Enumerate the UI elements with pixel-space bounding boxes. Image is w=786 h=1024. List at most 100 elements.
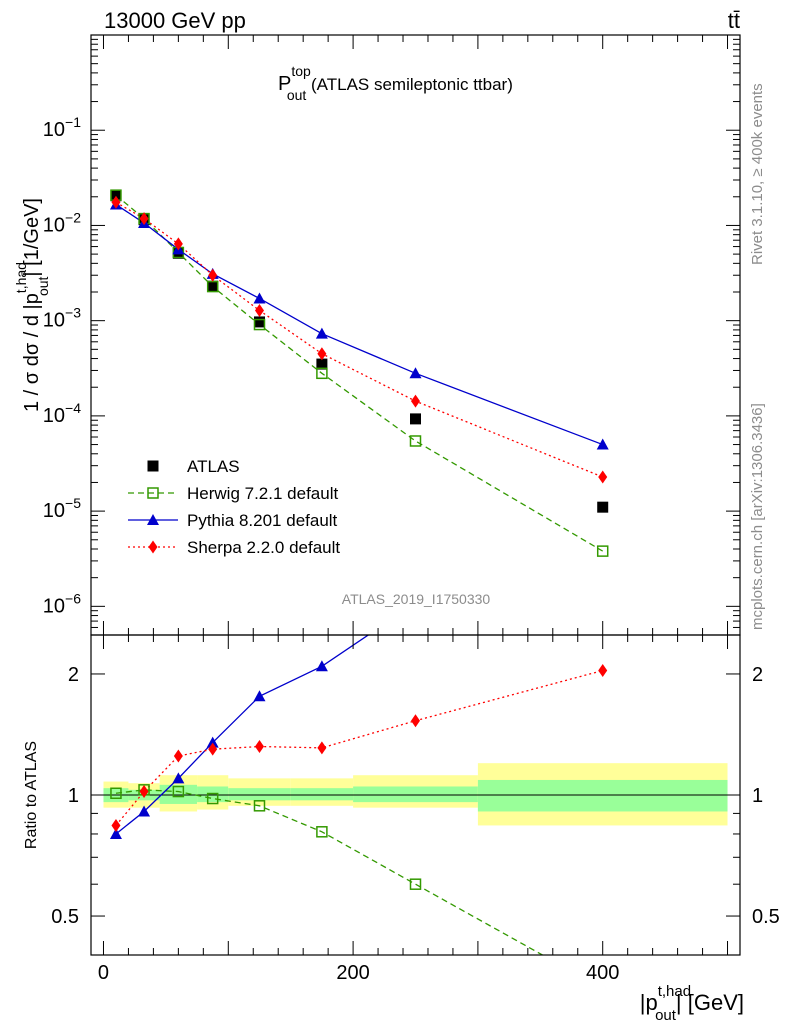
ratio-point-sherpa-7 bbox=[598, 664, 608, 678]
ratio-point-herwig-2 bbox=[172, 785, 185, 798]
legend-marker-atlas bbox=[147, 460, 159, 472]
ratio-point-herwig-0 bbox=[110, 787, 122, 800]
ytick-base: 10 bbox=[43, 500, 65, 522]
legend-label-atlas: ATLAS bbox=[187, 457, 240, 476]
main-ylabel: 1 / σ dσ / d |pt,had out| [1/GeV] bbox=[13, 198, 51, 412]
ratio-line-pythia bbox=[115, 635, 370, 835]
ratio-point-herwig-7 bbox=[598, 984, 608, 994]
ratio-ytick-label-right-0: 0.5 bbox=[752, 906, 780, 928]
ytick-exp: −5 bbox=[65, 495, 81, 511]
ratio-point-pythia-7 bbox=[597, 526, 609, 537]
band-inner-3 bbox=[197, 786, 229, 803]
xtick-label-1: 200 bbox=[336, 962, 369, 984]
ylabel-pre: 1 / σ dσ / d |p bbox=[21, 293, 43, 412]
xlabel-post: | [GeV] bbox=[676, 990, 744, 1015]
main-point-herwig-5 bbox=[316, 367, 328, 380]
ytick-exp: −2 bbox=[65, 209, 81, 225]
main-line-sherpa bbox=[115, 201, 603, 478]
ratio-ytick-label-right-1: 1 bbox=[752, 785, 763, 807]
ratio-point-sherpa-6 bbox=[411, 714, 420, 728]
ytick-base: 10 bbox=[43, 214, 65, 236]
ratio-point-herwig-3 bbox=[206, 792, 219, 805]
legend: ATLAS Herwig 7.2.1 default Pythia 8.201 de… bbox=[128, 457, 340, 557]
rivet-label: Rivet 3.1.10, ≥ 400k events bbox=[749, 83, 766, 265]
main-point-pythia-7 bbox=[596, 438, 609, 450]
main-point-sherpa-1 bbox=[139, 212, 149, 226]
main-ytick-label-2: 10−3 bbox=[43, 305, 81, 332]
ratio-point-sherpa-4 bbox=[254, 740, 264, 754]
main-ytick-label-5: 10−6 bbox=[43, 590, 81, 617]
ratio-point-sherpa-0 bbox=[111, 818, 121, 832]
series-markers bbox=[109, 189, 609, 557]
ratio-point-herwig-6 bbox=[409, 878, 422, 890]
band-inner-5 bbox=[290, 788, 354, 801]
mcplots-label: mcplots.cern.ch [arXiv:1306.3436] bbox=[749, 403, 766, 630]
main-point-herwig-4 bbox=[253, 318, 266, 331]
ratio-point-herwig-4 bbox=[253, 800, 266, 812]
main-point-sherpa-6 bbox=[411, 394, 420, 408]
ratio-point-pythia-2 bbox=[172, 772, 185, 784]
main-ytick-label-1: 10−2 bbox=[43, 209, 81, 236]
ratio-point-pythia-0 bbox=[109, 827, 122, 839]
xtick-label-2: 400 bbox=[586, 962, 619, 984]
ytick-base: 10 bbox=[43, 595, 65, 617]
ratio-point-pythia-4 bbox=[253, 690, 266, 702]
main-point-herwig-7 bbox=[596, 545, 609, 557]
header-process: 13000 GeV pp bbox=[104, 8, 246, 33]
ytick-base: 10 bbox=[43, 405, 65, 427]
ylabel-sup: t,had bbox=[13, 262, 29, 293]
ylabel-post: | [1/GeV] bbox=[21, 198, 43, 277]
title-sub: out bbox=[287, 87, 307, 103]
ratio-ylabel: Ratio to ATLAS bbox=[23, 741, 40, 849]
legend-label-pythia: Pythia 8.201 default bbox=[187, 511, 338, 530]
analysis-id: ATLAS_2019_I1750330 bbox=[342, 591, 491, 607]
main-point-pythia-6 bbox=[409, 367, 422, 379]
ytick-exp: −6 bbox=[65, 590, 81, 606]
main-point-sherpa-0 bbox=[111, 195, 121, 209]
main-ytick-label-0: 10−1 bbox=[43, 114, 81, 141]
ratio-point-sherpa-2 bbox=[173, 749, 183, 763]
band-inner-2 bbox=[159, 784, 198, 804]
title-rest: (ATLAS semileptonic ttbar) bbox=[306, 75, 513, 94]
main-point-sherpa-3 bbox=[208, 268, 218, 282]
ratio-point-pythia-1 bbox=[138, 805, 151, 817]
band-inner-7 bbox=[477, 779, 728, 812]
ratio-ytick-label-left-1: 1 bbox=[68, 785, 79, 807]
ytick-exp: −4 bbox=[65, 400, 81, 416]
legend-marker-herwig bbox=[147, 487, 159, 499]
ylabel-sub: out bbox=[35, 276, 51, 296]
main-point-atlas-7 bbox=[597, 501, 609, 513]
xlabel-sub: out bbox=[655, 1007, 677, 1024]
ytick-base: 10 bbox=[43, 310, 65, 332]
main-point-sherpa-7 bbox=[598, 470, 608, 484]
main-point-pythia-5 bbox=[315, 327, 328, 339]
legend-marker-sherpa bbox=[148, 540, 158, 554]
xtick-label-0: 0 bbox=[98, 962, 109, 984]
legend-label-herwig: Herwig 7.2.1 default bbox=[187, 484, 338, 503]
main-ytick-label-3: 10−4 bbox=[43, 400, 81, 427]
ratio-ytick-label-left-2: 2 bbox=[68, 664, 79, 686]
title-sup: top bbox=[291, 63, 311, 79]
ratio-uncertainty-bands bbox=[103, 763, 728, 826]
legend-label-sherpa: Sherpa 2.2.0 default bbox=[187, 538, 340, 557]
ytick-base: 10 bbox=[43, 119, 65, 141]
ratio-point-pythia-3 bbox=[206, 736, 219, 748]
ytick-exp: −1 bbox=[65, 114, 81, 130]
main-point-atlas-3 bbox=[207, 280, 219, 292]
plot-title: Ptop out (ATLAS semileptonic ttbar) bbox=[278, 63, 513, 103]
ratio-line-sherpa bbox=[115, 669, 603, 826]
main-line-pythia bbox=[115, 203, 603, 446]
main-point-atlas-5 bbox=[316, 358, 328, 370]
ratio-series-markers bbox=[109, 526, 609, 994]
title-main: P bbox=[278, 73, 291, 95]
ratio-point-sherpa-5 bbox=[317, 741, 327, 755]
xlabel: |pt,had out| [GeV] bbox=[640, 983, 744, 1024]
legend-marker-pythia bbox=[147, 514, 159, 525]
ytick-exp: −3 bbox=[65, 305, 81, 321]
main-point-atlas-0 bbox=[110, 190, 122, 202]
band-inner-4 bbox=[228, 788, 291, 801]
ratio-ytick-label-left-0: 0.5 bbox=[51, 906, 79, 928]
ratio-ytick-label-right-2: 2 bbox=[752, 664, 763, 686]
